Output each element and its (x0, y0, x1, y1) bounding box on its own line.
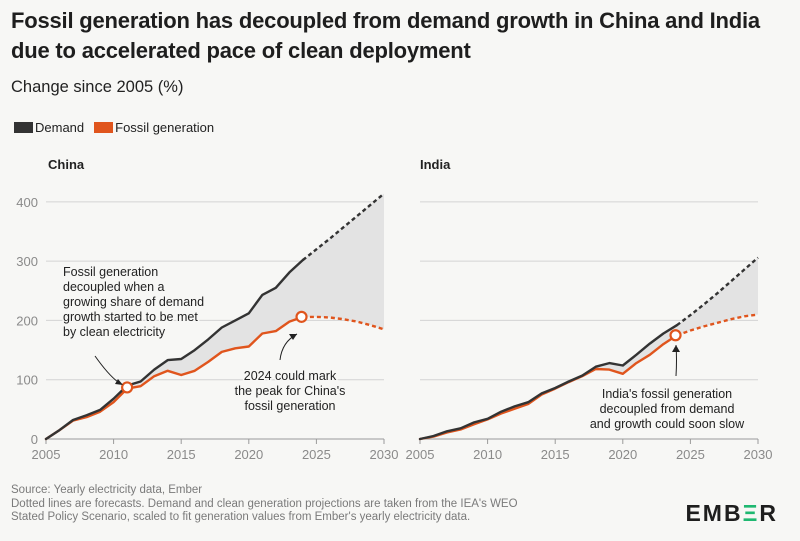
forecast-note-line1: Dotted lines are forecasts. Demand and c… (11, 497, 518, 510)
legend: Demand Fossil generation (14, 120, 224, 135)
annotation-text: and growth could soon slow (590, 417, 745, 431)
x-tick-label: 2020 (234, 447, 263, 462)
annotation-text: growing share of demand (63, 295, 204, 309)
legend-label-fossil: Fossil generation (115, 120, 215, 135)
legend-label-demand: Demand (35, 120, 85, 135)
x-tick-label: 2020 (608, 447, 637, 462)
annotation-text: fossil generation (244, 399, 335, 413)
x-tick-label: 2005 (406, 447, 435, 462)
legend-item-demand: Demand (14, 120, 84, 135)
annotation-text: 2024 could mark (244, 369, 337, 383)
annotation-arrow (279, 333, 298, 361)
y-tick-label: 0 (31, 432, 38, 447)
source-note: Source: Yearly electricity data, Ember (11, 484, 203, 496)
y-tick-label: 400 (16, 195, 38, 210)
demand-forecast-line (302, 192, 385, 261)
fossil-generation-forecast-line (676, 313, 759, 337)
chart-subtitle: Change since 2005 (%) (11, 78, 184, 96)
footer-notes: Source: Yearly electricity data, Ember D… (11, 484, 518, 525)
annotation-text: decoupled when a (63, 280, 165, 294)
annotation-text: Fossil generation (63, 265, 158, 279)
y-tick-label: 200 (16, 313, 38, 328)
chart-panel-india: India 2005 2010 2015 2020 2025 2030 India's fos… (406, 157, 773, 462)
panel-title: India (420, 157, 451, 172)
fossil-generation-line (44, 315, 305, 441)
x-tick-label: 2030 (370, 447, 399, 462)
y-tick-label: 100 (16, 373, 38, 388)
gap-area (46, 193, 384, 439)
annotation-text: the peak for China's (235, 384, 346, 398)
panel-title: China (48, 157, 85, 172)
x-tick-label: 2025 (676, 447, 705, 462)
x-tick-label: 2010 (99, 447, 128, 462)
x-tick-label: 2030 (744, 447, 773, 462)
demand-forecast-line (676, 256, 759, 327)
annotation-text: growth started to be met (63, 310, 198, 324)
page-title: Fossil generation has decoupled from dem… (11, 8, 760, 63)
y-tick-label: 300 (16, 254, 38, 269)
x-tick-label: 2010 (473, 447, 502, 462)
annotation-text: decoupled from demand (600, 402, 735, 416)
x-tick-label: 2025 (302, 447, 331, 462)
annotation-marker (295, 310, 308, 323)
arrowhead (115, 379, 123, 385)
x-tick-label: 2015 (541, 447, 570, 462)
legend-item-fossil: Fossil generation (94, 120, 214, 135)
x-tick-label: 2005 (32, 447, 61, 462)
demand-line (44, 258, 305, 441)
arrowhead (672, 345, 680, 352)
legend-swatch-fossil (94, 122, 114, 133)
x-tick-label: 2015 (167, 447, 196, 462)
annotation-marker (121, 381, 134, 394)
forecast-note-line2: Stated Policy Scenario, scaled to fit ge… (11, 511, 471, 523)
demand-line (418, 324, 679, 441)
annotation-text: India's fossil generation (602, 387, 732, 401)
legend-swatch-demand (14, 122, 33, 133)
annotation-text: by clean electricity (63, 325, 166, 339)
ember-logo: EMBΞR (685, 500, 778, 526)
annotation-marker (669, 329, 682, 342)
arrowhead (289, 334, 297, 340)
